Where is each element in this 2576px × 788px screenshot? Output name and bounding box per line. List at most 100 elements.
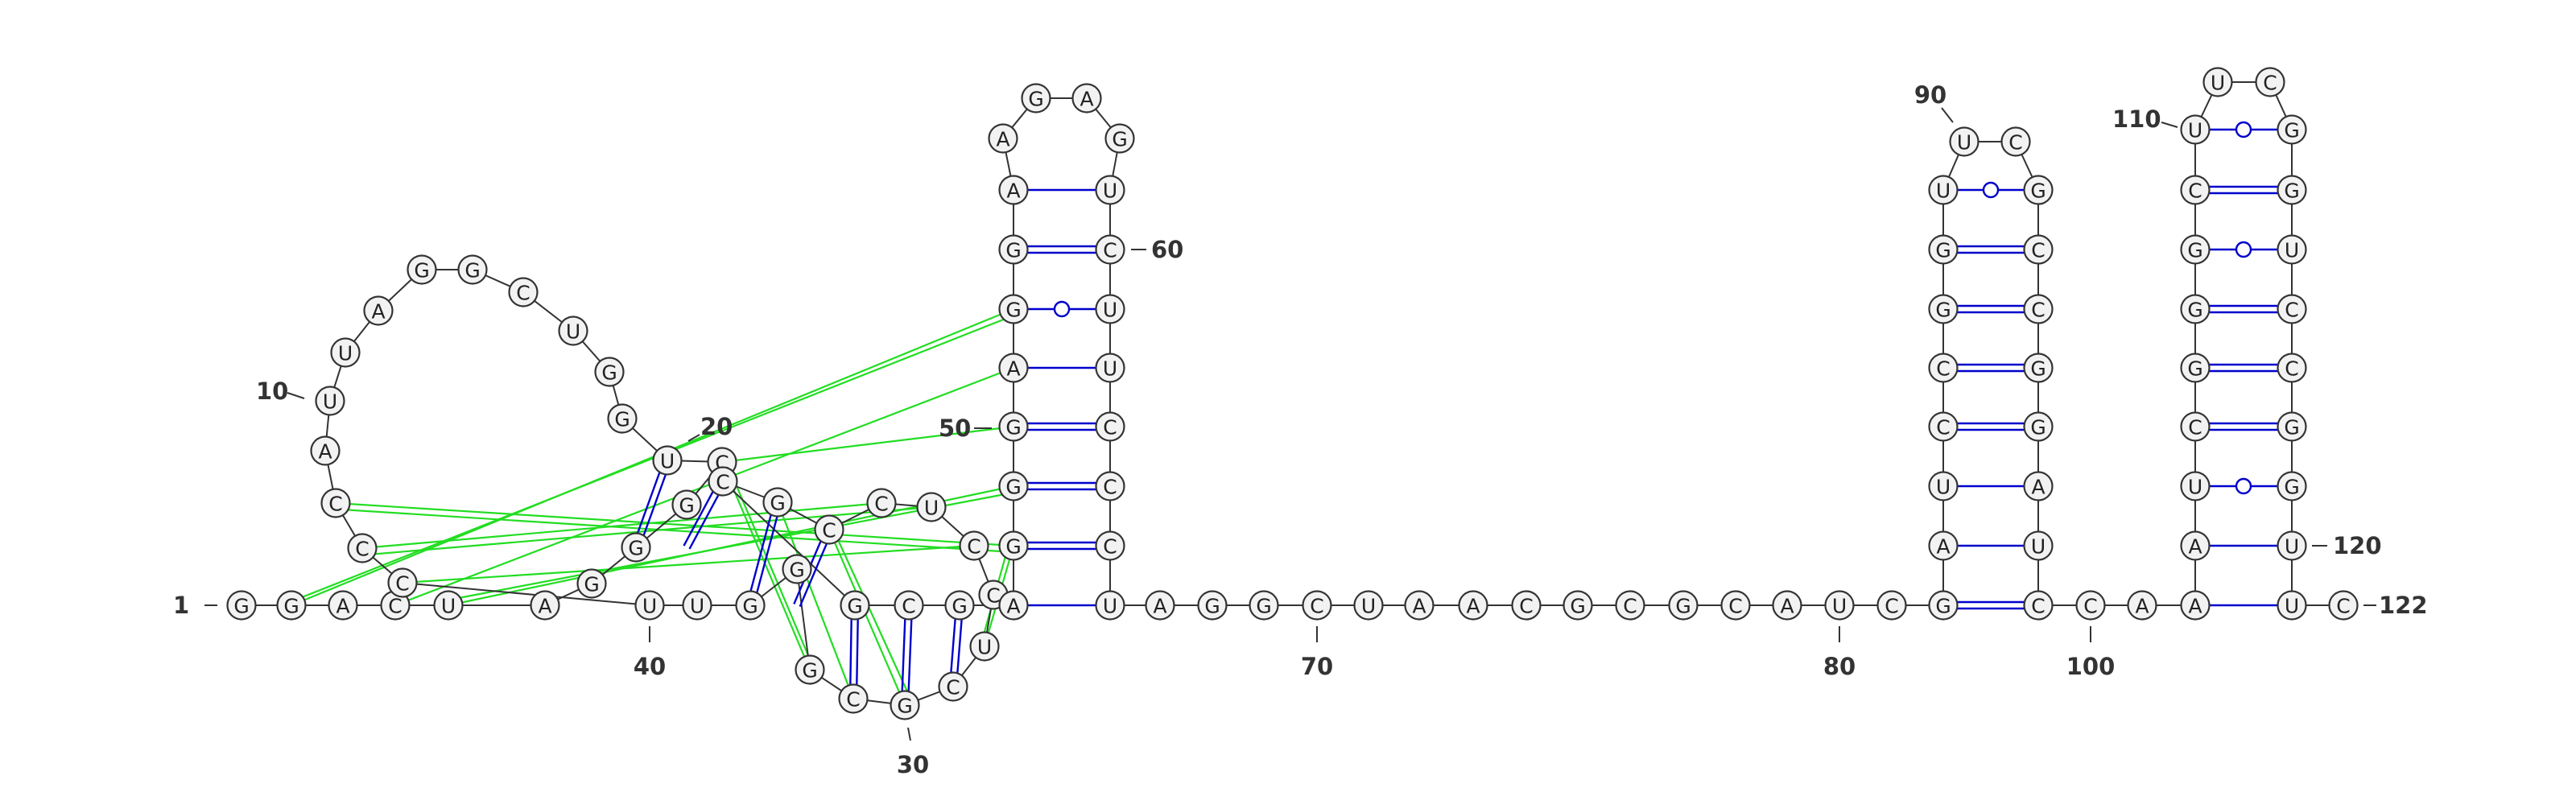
nucleotide-circle: [1404, 590, 1435, 621]
nucleotide-letter: C: [328, 493, 342, 516]
nucleotide-circle: [457, 254, 488, 285]
nucleotide-circle: [530, 590, 560, 621]
nucleotide-letter: C: [1936, 357, 1950, 381]
nucleotide-circle: [1928, 590, 1959, 621]
nucleotide-letter: A: [1080, 88, 1093, 111]
nucleotide-circle: [2277, 530, 2307, 561]
nucleotide-65: G: [1197, 590, 1228, 621]
position-label-110: 110: [2112, 105, 2178, 133]
nucleotide-45: G: [998, 530, 1029, 561]
position-number: 90: [1914, 81, 1946, 109]
nucleotide-50: G: [998, 234, 1029, 265]
nucleotide-78: C: [1876, 590, 1907, 621]
nucleotide-letter: C: [1728, 595, 1742, 618]
nucleotide-circle: [315, 386, 345, 416]
position-label-50: 50: [939, 415, 992, 442]
nucleotide-letter: G: [897, 695, 912, 718]
nucleotide-40: C: [708, 466, 738, 497]
tertiary-interaction-line: [341, 508, 1014, 554]
nucleotide-98: A: [2127, 590, 2157, 621]
nucleotide-letter: C: [2031, 299, 2045, 322]
nucleotide-circle: [2180, 590, 2211, 621]
nucleotide-53: G: [1021, 83, 1051, 113]
nucleotide-119: C: [2328, 590, 2359, 621]
nucleotide-letter: G: [770, 492, 785, 515]
nucleotide-letter: A: [2031, 476, 2045, 499]
nucleotide-58: U: [1095, 294, 1125, 324]
nucleotide-57: C: [1095, 234, 1125, 265]
nucleotide-76: A: [1772, 590, 1802, 621]
canonical-pair-line: [638, 460, 671, 549]
nucleotide-circle: [944, 590, 975, 621]
nucleotide-letter: A: [2135, 595, 2149, 618]
nucleotide-letter: G: [1005, 239, 1021, 262]
nucleotide-111: G: [2277, 175, 2307, 205]
position-number: 10: [256, 377, 288, 405]
nucleotide-97: C: [2075, 590, 2106, 621]
nucleotide-letter: G: [2187, 239, 2202, 262]
canonical-pair-line: [848, 604, 853, 699]
nucleotide-circle: [1928, 471, 1959, 501]
nucleotide-circle: [938, 671, 968, 702]
nucleotide-91: C: [2023, 294, 2054, 324]
nucleotide-64: A: [1145, 590, 1175, 621]
position-label-10: 10: [256, 377, 305, 405]
nucleotide-letter: U: [1936, 179, 1951, 203]
nucleotide-37: C: [866, 488, 897, 518]
nucleotide-114: C: [2277, 353, 2307, 383]
nucleotide-circle: [576, 568, 607, 599]
position-number: 110: [2112, 105, 2161, 133]
nucleotide-letter: G: [952, 595, 967, 618]
nucleotide-letter: G: [464, 259, 480, 283]
nucleotide-letter: C: [2336, 595, 2350, 618]
nucleotide-letter: A: [538, 595, 551, 618]
nucleotide-circle: [2180, 294, 2211, 324]
nucleotide-circle: [671, 489, 702, 520]
nucleotide-letter: U: [2285, 595, 2299, 618]
nucleotide-circle: [652, 445, 683, 476]
nucleotide-letter: C: [2031, 595, 2045, 618]
nucleotide-circle: [1720, 590, 1751, 621]
nucleotide-15: C: [508, 277, 539, 307]
nucleotide-52: A: [988, 123, 1018, 154]
canonical-pair-line: [900, 604, 907, 705]
nucleotide-70: A: [1458, 590, 1488, 621]
nucleotide-89: G: [2023, 175, 2054, 205]
nucleotide-circle: [594, 357, 625, 387]
nucleotide-79: G: [1928, 590, 1959, 621]
wobble-pair-marker: [2235, 241, 2252, 258]
nucleotide-46: G: [998, 471, 1029, 501]
nucleotide-60: C: [1095, 411, 1125, 442]
nucleotide-77: U: [1824, 590, 1855, 621]
nucleotide-letter: C: [2188, 179, 2202, 203]
nucleotide-106: C: [2180, 175, 2211, 205]
nucleotide-circle: [840, 590, 870, 621]
tertiary-interaction-line: [402, 544, 975, 584]
nucleotide-letter: C: [1310, 595, 1323, 618]
nucleotide-circle: [2023, 175, 2054, 205]
nucleotide-circle: [310, 435, 341, 466]
nucleotide-circle: [1249, 590, 1279, 621]
nucleotide-letter: G: [847, 595, 862, 618]
nucleotide-circle: [330, 337, 361, 368]
nucleotide-letter: U: [1936, 476, 1951, 499]
nucleotide-letter: G: [584, 573, 599, 596]
nucleotide-13: G: [594, 357, 625, 387]
nucleotide-letter: G: [614, 408, 630, 431]
nucleotide-circle: [407, 254, 437, 285]
nucleotide-letter: U: [2188, 476, 2202, 499]
nucleotide-circle: [2023, 471, 2054, 501]
nucleotide-circle: [2277, 590, 2307, 621]
position-number: 1: [173, 592, 189, 619]
nucleotide-circle: [2180, 234, 2211, 265]
nucleotide-105: G: [2180, 234, 2211, 265]
position-tick: [687, 434, 700, 442]
nucleotide-circle: [2023, 411, 2054, 442]
nucleotide-5: U: [433, 590, 464, 621]
position-label-100: 100: [2066, 626, 2115, 680]
nucleotide-21: A: [310, 435, 341, 466]
nucleotide-letter: C: [2285, 357, 2298, 381]
nucleotide-letter: G: [233, 595, 249, 618]
nucleotide-81: U: [1928, 471, 1959, 501]
